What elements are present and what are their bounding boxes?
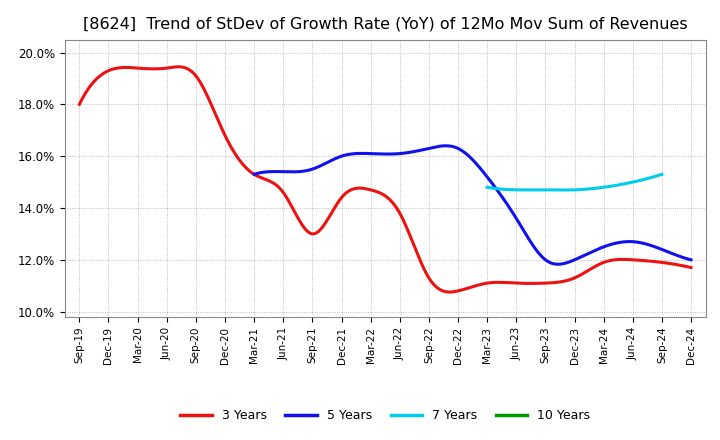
- Legend: 3 Years, 5 Years, 7 Years, 10 Years: 3 Years, 5 Years, 7 Years, 10 Years: [176, 404, 595, 427]
- Title: [8624]  Trend of StDev of Growth Rate (YoY) of 12Mo Mov Sum of Revenues: [8624] Trend of StDev of Growth Rate (Yo…: [83, 16, 688, 32]
